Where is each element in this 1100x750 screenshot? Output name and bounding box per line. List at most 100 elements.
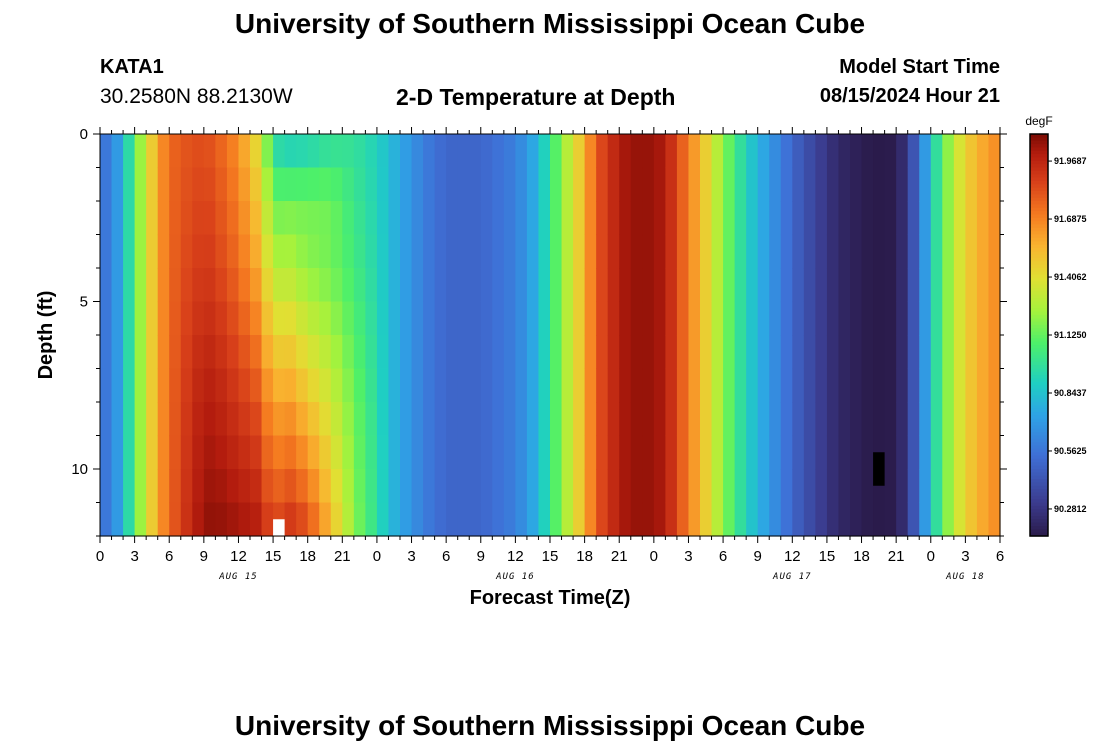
- heatmap-cell: [780, 167, 793, 202]
- heatmap-cell: [111, 402, 124, 437]
- heatmap-cell: [861, 201, 874, 236]
- x-tick-label: 3: [407, 548, 415, 565]
- heatmap-cell: [388, 469, 401, 504]
- heatmap-cell: [134, 402, 147, 437]
- heatmap-cell: [400, 201, 413, 236]
- heatmap-cell: [907, 402, 920, 437]
- heatmap-cell: [538, 301, 551, 336]
- heatmap-cell: [688, 167, 701, 202]
- heatmap-cell: [526, 469, 540, 504]
- heatmap-cell: [734, 502, 747, 537]
- heatmap-cell: [296, 368, 309, 403]
- heatmap-cell: [169, 234, 182, 269]
- heatmap-cell: [330, 435, 343, 470]
- heatmap-cell: [146, 335, 159, 370]
- colorbar-swatch: [1030, 525, 1048, 530]
- heatmap-cell: [826, 134, 840, 169]
- heatmap-cell: [757, 201, 770, 236]
- heatmap-cell: [157, 134, 170, 169]
- heatmap-cell: [965, 469, 978, 504]
- heatmap-cell: [573, 469, 586, 504]
- heatmap-cell: [919, 268, 932, 303]
- colorbar-unit: degF: [1025, 114, 1052, 128]
- heatmap-cell: [561, 167, 574, 202]
- heatmap-cell: [388, 268, 401, 303]
- heatmap-cell: [365, 402, 378, 437]
- heatmap-cell: [642, 435, 655, 470]
- heatmap-cell: [815, 301, 828, 336]
- heatmap-cell: [146, 301, 159, 336]
- heatmap-cell: [723, 469, 736, 504]
- missing-data-marks: [273, 452, 885, 536]
- heatmap-cell: [942, 167, 955, 202]
- colorbar-swatch: [1030, 328, 1048, 333]
- heatmap-cell: [169, 301, 182, 336]
- heatmap-cell: [976, 134, 990, 169]
- heatmap-cell: [607, 268, 620, 303]
- heatmap-cell: [792, 435, 805, 470]
- heatmap-cell: [826, 201, 840, 236]
- heatmap-cell: [434, 301, 447, 336]
- x-tick-label: 6: [719, 548, 727, 565]
- heatmap-cell: [619, 402, 632, 437]
- heatmap-cell: [250, 301, 263, 336]
- heatmap-cell: [976, 402, 990, 437]
- heatmap-cell: [619, 335, 632, 370]
- heatmap-cell: [296, 502, 309, 537]
- heatmap-cell: [457, 435, 470, 470]
- colorbar-swatch: [1030, 137, 1048, 142]
- heatmap-cell: [515, 335, 528, 370]
- heatmap-cell: [273, 234, 286, 269]
- heatmap-cell: [111, 234, 124, 269]
- heatmap-cell: [457, 469, 470, 504]
- heatmap-cell: [584, 502, 597, 537]
- heatmap-cell: [515, 134, 528, 169]
- heatmap-cell: [261, 502, 274, 537]
- heatmap-cell: [873, 502, 886, 537]
- heatmap-cell: [192, 435, 205, 470]
- colorbar-swatch: [1030, 308, 1048, 313]
- heatmap-cell: [723, 402, 736, 437]
- heatmap-cell: [815, 167, 828, 202]
- x-tick-label: 6: [996, 548, 1004, 565]
- heatmap-cell: [596, 134, 609, 169]
- heatmap-cell: [342, 368, 355, 403]
- heatmap-cell: [988, 234, 1001, 269]
- heatmap-cell: [988, 301, 1001, 336]
- heatmap-cell: [157, 435, 170, 470]
- heatmap-cell: [630, 301, 643, 336]
- heatmap-cell: [561, 134, 574, 169]
- heatmap-cell: [250, 502, 263, 537]
- heatmap-cell: [688, 368, 701, 403]
- heatmap-cell: [376, 134, 390, 169]
- heatmap-cell: [492, 234, 505, 269]
- heatmap-cell: [907, 368, 920, 403]
- heatmap-cell: [838, 502, 851, 537]
- heatmap-cell: [607, 402, 620, 437]
- heatmap-cell: [388, 134, 401, 169]
- heatmap-cell: [561, 502, 574, 537]
- heatmap-cell: [826, 435, 840, 470]
- heatmap-cell: [700, 368, 713, 403]
- heatmap-cell: [630, 469, 643, 504]
- heatmap-cell: [400, 134, 413, 169]
- heatmap-cell: [596, 335, 609, 370]
- heatmap-cell: [607, 167, 620, 202]
- heatmap-cell: [550, 167, 563, 202]
- colorbar-swatch: [1030, 428, 1048, 433]
- heatmap-cell: [596, 301, 609, 336]
- heatmap-cell: [134, 134, 147, 169]
- heatmap-cell: [411, 435, 424, 470]
- colorbar-swatch: [1030, 144, 1048, 148]
- heatmap-cell: [584, 201, 597, 236]
- heatmap-cell: [353, 502, 366, 537]
- heatmap-cell: [988, 469, 1001, 504]
- heatmap-cell: [792, 268, 805, 303]
- heatmap-cell: [123, 368, 136, 403]
- heatmap-cell: [815, 201, 828, 236]
- colorbar-swatch: [1030, 412, 1048, 416]
- heatmap-cell: [169, 469, 182, 504]
- heatmap-cell: [238, 469, 251, 504]
- heatmap-cell: [100, 234, 113, 269]
- heatmap-cell: [815, 469, 828, 504]
